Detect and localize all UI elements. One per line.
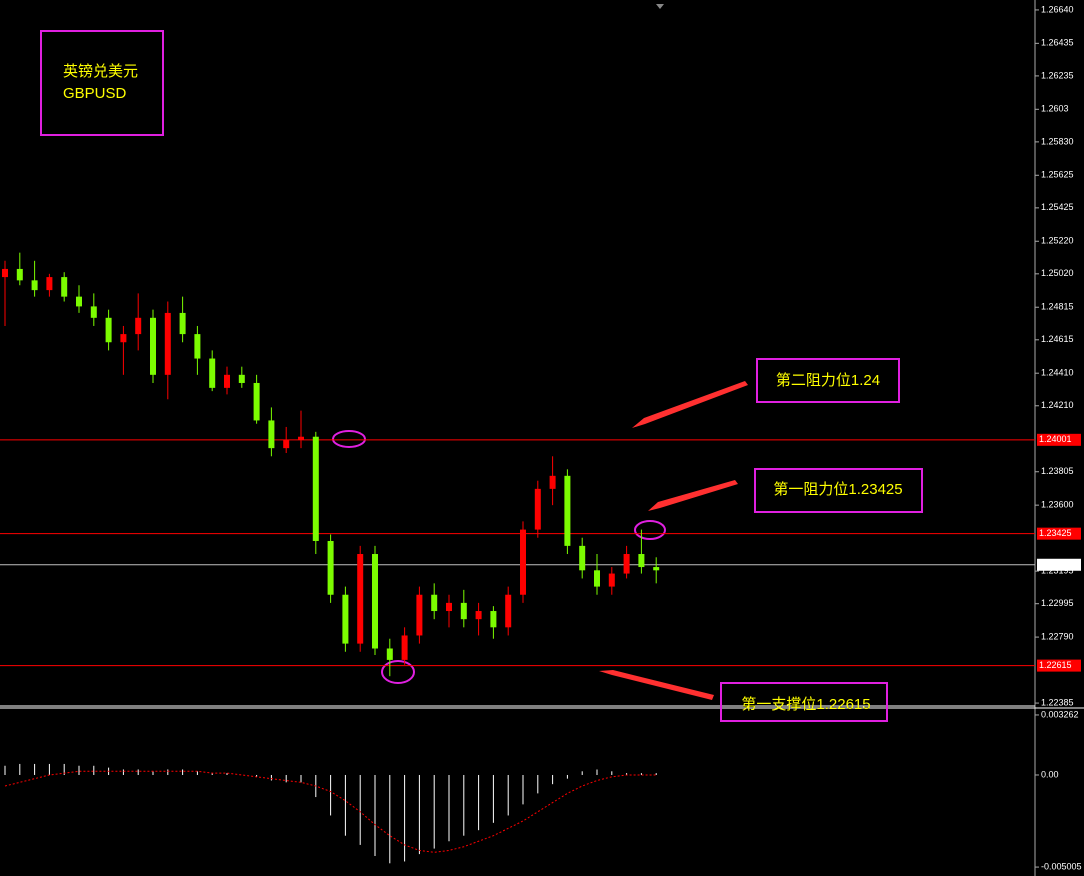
candle-body	[209, 358, 216, 388]
candle-body	[446, 602, 452, 612]
candle-body	[31, 280, 38, 291]
level-label: 1.23425	[1039, 528, 1072, 538]
candle-body	[150, 317, 156, 375]
shift-marker	[656, 4, 664, 9]
candle-body	[534, 488, 541, 530]
y-tick-label: 1.25830	[1041, 136, 1074, 146]
callouts: 第二阻力位1.24 第一阻力位1.23425 第一支撑位1.22615	[332, 358, 923, 722]
candle-body	[46, 277, 53, 291]
box	[756, 358, 900, 403]
box	[40, 30, 164, 136]
candle-body	[638, 554, 645, 568]
candle-body	[105, 317, 112, 343]
candle-body	[416, 594, 423, 636]
candle-body	[283, 439, 290, 449]
y-tick-label: 0.003262	[1041, 709, 1079, 719]
candle-body	[594, 570, 600, 587]
level-label: 1.22615	[1039, 660, 1072, 670]
candle-body	[505, 594, 512, 628]
highlight	[381, 660, 415, 684]
y-tick-label: 1.26640	[1041, 4, 1074, 14]
candle-body	[268, 420, 275, 449]
arrow	[599, 670, 714, 700]
callout: 第一支撑位1.22615	[741, 695, 870, 713]
box	[720, 682, 888, 722]
box	[754, 468, 923, 513]
candle-body	[342, 594, 349, 644]
y-tick-label: 1.24210	[1041, 400, 1074, 410]
candle-body	[490, 611, 497, 628]
candle-body	[179, 312, 186, 335]
callout: 第一阻力位1.23425	[773, 480, 902, 498]
candle-body	[460, 602, 467, 620]
candle-body	[327, 540, 334, 595]
candle-body	[61, 277, 68, 297]
candle-body	[2, 268, 8, 278]
highlight	[634, 520, 666, 540]
candle-body	[608, 573, 615, 587]
candle-body	[253, 382, 260, 421]
y-tick-label: 1.25220	[1041, 236, 1074, 246]
level-label: 1.24001	[1039, 434, 1072, 444]
y-tick-label: 1.24615	[1041, 334, 1074, 344]
candle-body	[564, 475, 571, 546]
level-tag	[1037, 433, 1081, 446]
highlight	[332, 430, 366, 448]
candle-body	[623, 554, 630, 574]
symbol-name: 英镑兑美元	[63, 62, 138, 80]
candle-body	[238, 374, 245, 383]
symbol-code: GBPUSD	[63, 85, 127, 102]
y-tick-label: 1.26235	[1041, 70, 1074, 80]
candle-body	[194, 334, 201, 359]
y-tick-label: 1.26435	[1041, 38, 1074, 48]
candle-body	[401, 635, 408, 660]
candle-body	[549, 475, 556, 489]
candle-body	[372, 554, 378, 649]
level-label: 1.23234	[1039, 559, 1072, 569]
arrow	[648, 480, 738, 511]
candle-body	[120, 334, 127, 343]
candle-body	[224, 374, 230, 388]
candle-body	[312, 436, 319, 541]
symbol-box: 英镑兑美元 GBPUSD	[40, 30, 164, 136]
y-tick-label: 1.24410	[1041, 368, 1074, 378]
callout: 第二阻力位1.24	[776, 371, 880, 389]
candle-body	[386, 648, 393, 660]
y-tick-label: 1.22995	[1041, 598, 1074, 608]
candle-body	[579, 545, 586, 571]
candle-body	[520, 529, 526, 595]
macd-signal	[4, 770, 657, 853]
y-tick-label: 1.23600	[1041, 500, 1074, 510]
y-tick-label: -0.005005	[1041, 861, 1082, 871]
y-tick-label: 1.25020	[1041, 268, 1074, 278]
candle-body	[653, 567, 660, 571]
y-tick-label: 1.24815	[1041, 302, 1074, 312]
y-tick-label: 1.22385	[1041, 697, 1074, 707]
candle-body	[475, 611, 482, 620]
y-tick-label: 1.23805	[1041, 466, 1074, 476]
candle-body	[164, 312, 171, 375]
candle-body	[135, 317, 142, 335]
level-tag	[1037, 558, 1081, 571]
y-tick-label: 1.25625	[1041, 170, 1074, 180]
y-tick-label: 1.22790	[1041, 631, 1074, 641]
level-tag	[1037, 527, 1081, 540]
y-tick-label: 1.25425	[1041, 202, 1074, 212]
candle-body	[298, 436, 304, 440]
candle-body	[16, 268, 23, 281]
candle-body	[357, 554, 364, 644]
level-tag	[1037, 659, 1081, 672]
candle-body	[76, 296, 82, 307]
y-tick-label: 1.2603	[1041, 104, 1069, 114]
arrow	[632, 381, 748, 428]
y-tick-label: 0.00	[1041, 769, 1059, 779]
candle-body	[90, 306, 97, 318]
candle-body	[431, 594, 438, 612]
